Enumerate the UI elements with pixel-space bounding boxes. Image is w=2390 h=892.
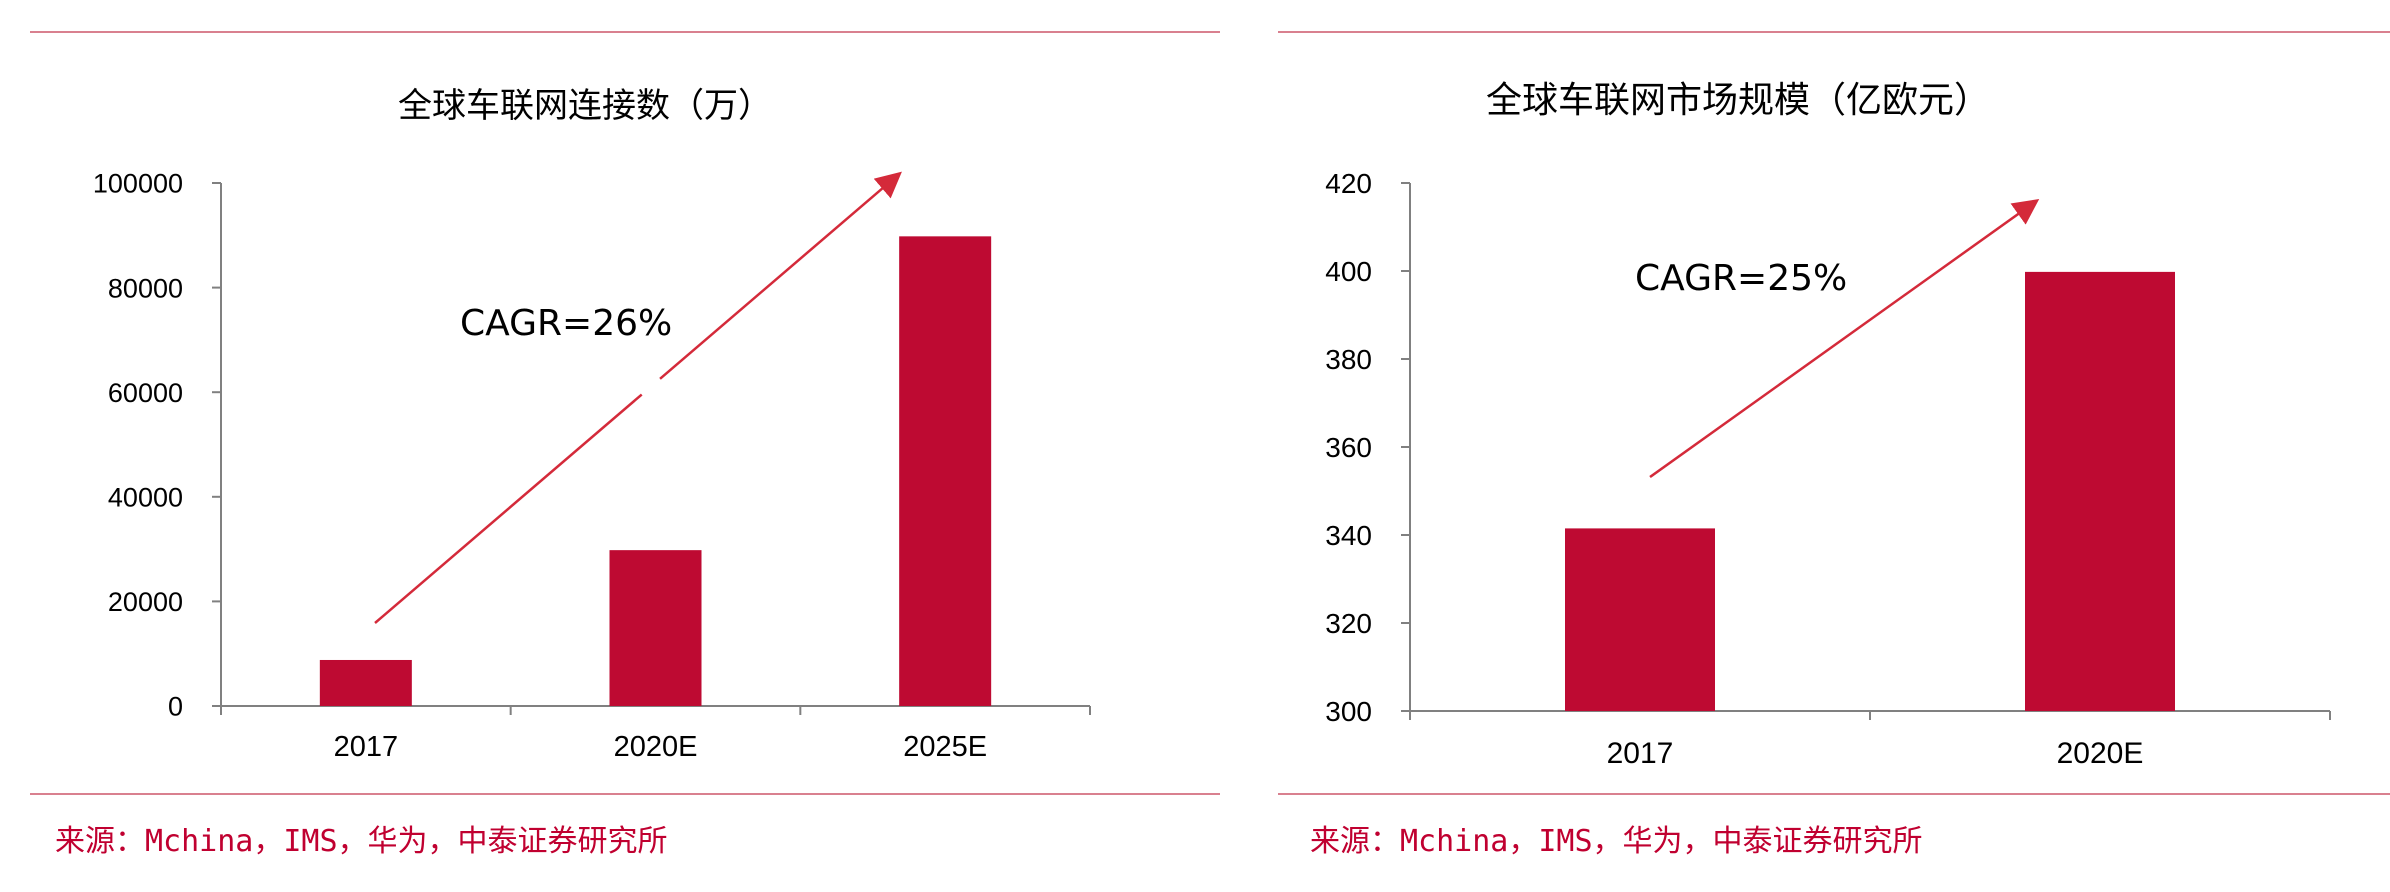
chart-panel-market-size: 全球车联网市场规模（亿欧元） 300 320 340 360 380 400 420 2017 2… — [1270, 0, 2390, 892]
market-size-chart: 全球车联网市场规模（亿欧元） 300 320 340 360 380 400 420 2017 2… — [1278, 31, 2390, 795]
x-category-label: 2025E — [903, 731, 987, 763]
y-tick-label: 380 — [1325, 344, 1372, 375]
x-category-label: 2020E — [614, 731, 698, 763]
source-note: 来源：Mchina，IMS，华为，中泰证券研究所 — [55, 824, 668, 859]
x-category-label: 2017 — [1607, 737, 1674, 770]
y-tick-label: 420 — [1325, 168, 1372, 199]
x-category-label: 2020E — [2057, 737, 2144, 770]
y-tick-label: 340 — [1325, 520, 1372, 551]
growth-arrow-tail — [374, 393, 643, 624]
y-tick-label: 80000 — [108, 273, 183, 303]
cagr-annotation: CAGR=25% — [1635, 258, 1847, 299]
y-tick-label: 400 — [1325, 256, 1372, 287]
bar-2025E — [899, 236, 992, 706]
connections-chart: 全球车联网连接数（万） 0 20000 40000 60000 80000 100000 20… — [30, 31, 1220, 795]
y-tick-label: 300 — [1325, 696, 1372, 727]
bar-2020E — [609, 550, 702, 706]
y-tick-label: 40000 — [108, 483, 183, 513]
chart-title: 全球车联网市场规模（亿欧元） — [1486, 80, 1990, 121]
cagr-annotation: CAGR=26% — [460, 303, 672, 344]
chart-panel-connections: 全球车联网连接数（万） 0 20000 40000 60000 80000 100000 20… — [30, 31, 1220, 859]
source-note: 来源：Mchina，IMS，华为，中泰证券研究所 — [1310, 824, 1923, 859]
y-tick-label: 0 — [168, 692, 183, 722]
y-tick-label: 360 — [1325, 432, 1372, 463]
bar-2017 — [319, 659, 412, 706]
bar-2020E — [2025, 271, 2175, 711]
x-category-label: 2017 — [334, 731, 399, 763]
y-tick-label: 60000 — [108, 378, 183, 408]
y-tick-label: 320 — [1325, 608, 1372, 639]
chart-title: 全球车联网连接数（万） — [398, 86, 772, 126]
y-tick-label: 100000 — [93, 169, 183, 199]
growth-arrow — [659, 171, 902, 380]
bar-2017 — [1565, 528, 1715, 711]
growth-arrow — [1649, 198, 2040, 479]
y-tick-label: 20000 — [108, 587, 183, 617]
